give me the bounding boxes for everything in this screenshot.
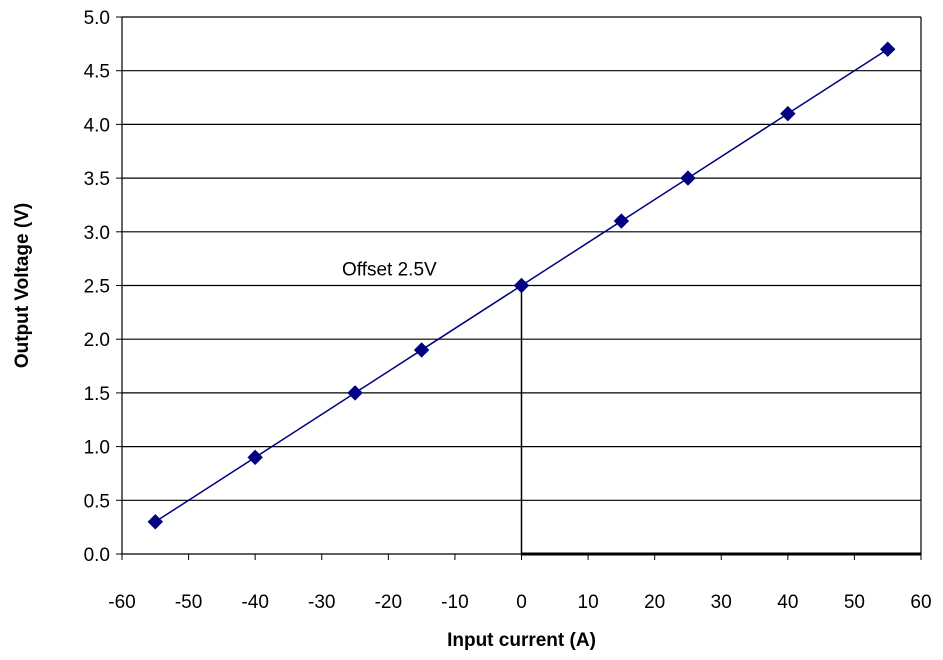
y-tick-label: 0.5 (84, 491, 110, 512)
y-tick-label: 3.5 (84, 169, 110, 190)
data-point (780, 105, 796, 122)
data-point (880, 41, 896, 57)
y-tick-label: 2.5 (84, 277, 110, 298)
x-tick-label: -20 (375, 592, 402, 613)
data-point (147, 514, 163, 530)
offset-annotation: Offset 2.5V (342, 260, 437, 281)
x-tick-label: 30 (711, 592, 732, 613)
x-tick-label: 0 (516, 592, 527, 613)
y-tick-label: 4.0 (84, 115, 110, 136)
data-point (413, 342, 430, 358)
x-tick-label: 60 (910, 592, 931, 613)
x-tick-label: -40 (241, 592, 268, 613)
annotation-layer: Offset 2.5V (338, 260, 523, 554)
data-point (513, 277, 530, 294)
x-tick-label: 50 (844, 592, 865, 613)
x-tick-label: 10 (578, 592, 599, 613)
x-tick-label: -50 (175, 592, 202, 613)
y-tick-label: 5.0 (84, 8, 110, 29)
x-tick-label: -10 (441, 592, 468, 613)
x-tick-label: 40 (777, 592, 798, 613)
x-tick-label: -30 (308, 592, 335, 613)
y-tick-label: 2.0 (84, 330, 110, 351)
y-tick-label: 0.0 (84, 545, 110, 566)
x-tick-label: -60 (108, 592, 135, 613)
series-layer (147, 41, 896, 530)
y-tick-label: 1.0 (84, 438, 110, 459)
y-axis-ticks: 0.0 0.5 1.0 1.5 2.0 2.5 3.0 3.5 4.0 4.5 5.0 (84, 8, 122, 566)
data-point (613, 213, 630, 229)
y-tick-label: 4.5 (84, 62, 110, 83)
y-tick-label: 3.0 (84, 223, 110, 244)
y-axis-title: Output Voltage (V) (12, 203, 33, 368)
y-tick-label: 1.5 (84, 384, 110, 405)
x-tick-label: 20 (644, 592, 665, 613)
x-axis-ticks: -60 -50 -40 -30 -20 -10 0 10 20 30 40 50 60 (108, 554, 932, 613)
x-axis-title: Input current (A) (447, 630, 596, 651)
data-point (347, 385, 363, 401)
data-point (247, 449, 263, 466)
data-point (680, 170, 696, 186)
